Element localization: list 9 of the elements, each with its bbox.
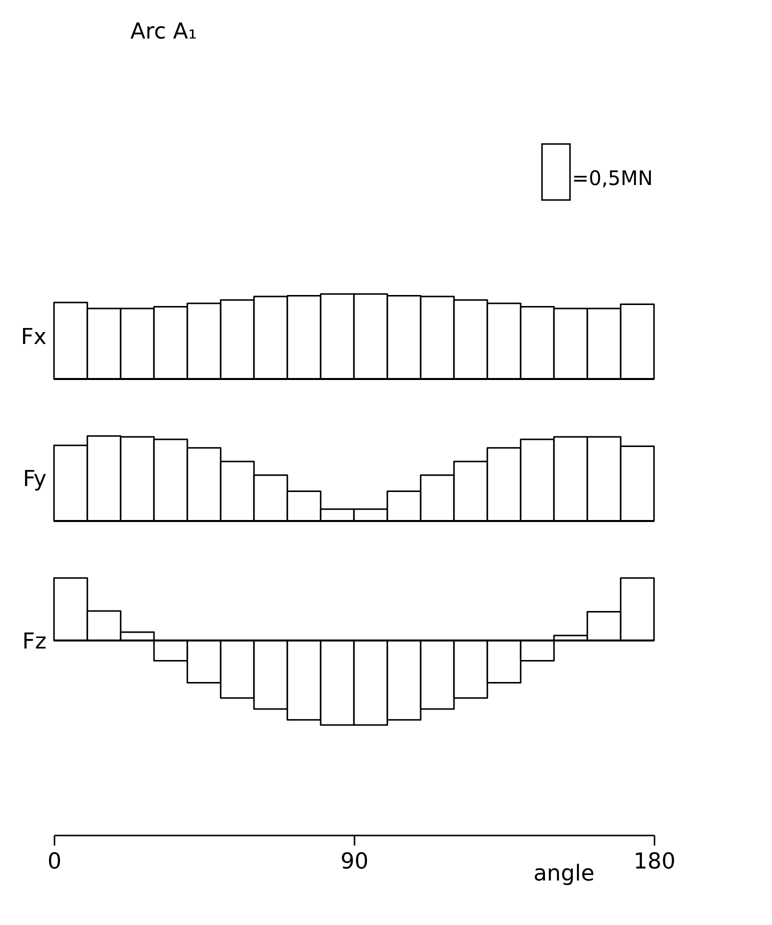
chart-title: Arc A₁ bbox=[130, 19, 197, 44]
y-axis-title: Fx bbox=[20, 325, 46, 350]
y-axis-title: Fz bbox=[22, 629, 46, 654]
x-tick-label: 90 bbox=[340, 850, 368, 874]
x-axis-title: angle bbox=[533, 862, 594, 886]
x-tick-label: 180 bbox=[634, 850, 676, 874]
x-tick-label: 0 bbox=[48, 850, 62, 874]
y-axis-title: Fy bbox=[22, 467, 46, 492]
text: =0,5MN bbox=[572, 166, 653, 190]
